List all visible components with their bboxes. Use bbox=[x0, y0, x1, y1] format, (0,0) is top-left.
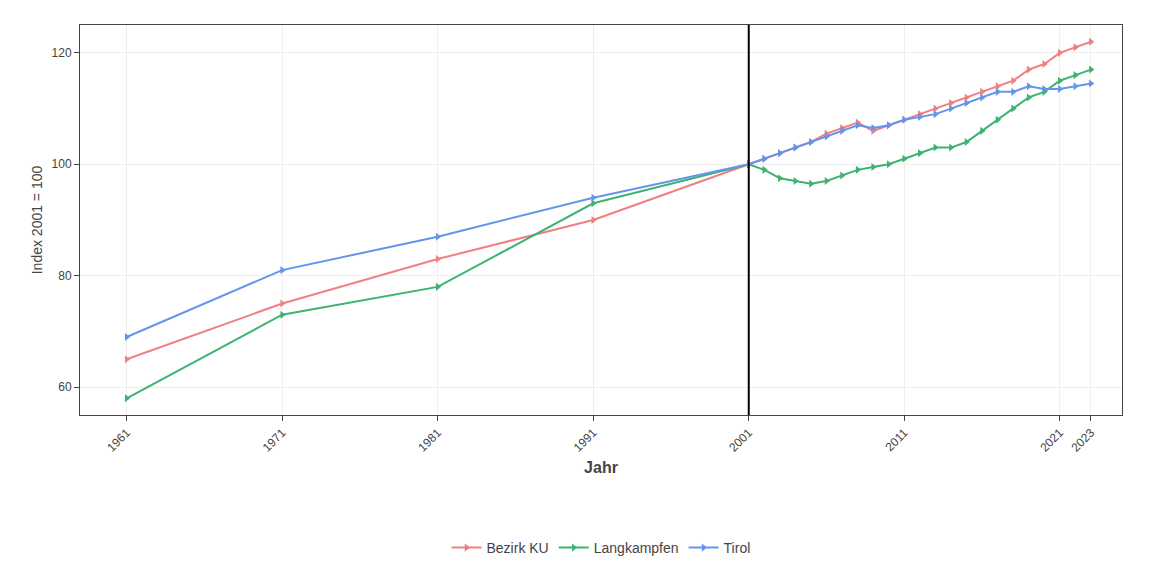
svg-text:2023: 2023 bbox=[1068, 426, 1097, 455]
svg-text:Index 2001 = 100: Index 2001 = 100 bbox=[29, 165, 45, 274]
svg-text:1981: 1981 bbox=[415, 426, 444, 455]
svg-text:100: 100 bbox=[52, 157, 72, 171]
svg-text:2011: 2011 bbox=[882, 426, 910, 454]
svg-text:Bezirk KU: Bezirk KU bbox=[487, 540, 549, 556]
svg-text:1991: 1991 bbox=[571, 426, 600, 455]
svg-text:120: 120 bbox=[52, 46, 72, 60]
svg-text:Langkampfen: Langkampfen bbox=[594, 540, 679, 556]
svg-text:2001: 2001 bbox=[726, 426, 755, 455]
svg-text:Jahr: Jahr bbox=[584, 459, 618, 476]
svg-text:1961: 1961 bbox=[104, 426, 133, 455]
svg-text:60: 60 bbox=[58, 380, 72, 394]
svg-text:Tirol: Tirol bbox=[724, 540, 751, 556]
svg-text:80: 80 bbox=[58, 269, 72, 283]
svg-text:1971: 1971 bbox=[260, 426, 289, 455]
svg-text:2021: 2021 bbox=[1037, 426, 1066, 455]
